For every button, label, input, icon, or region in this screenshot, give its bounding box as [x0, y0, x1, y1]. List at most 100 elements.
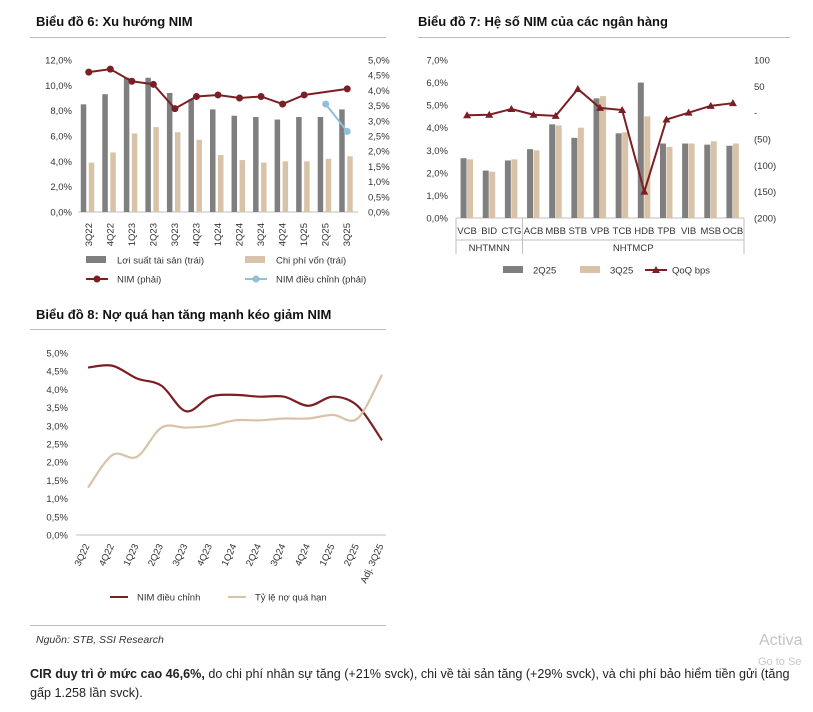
group-label: NHTMCP [613, 243, 654, 254]
chart6-title-rule [30, 37, 386, 38]
x-tick-label: VCB [457, 226, 477, 237]
point-nim [128, 77, 136, 85]
point-nim-dieu-chinh [322, 100, 330, 108]
point-qoq-bps [485, 110, 494, 118]
y-right-tick-label: 3,0% [368, 116, 390, 127]
bar-2q25 [704, 144, 711, 218]
x-tick-label: STB [569, 226, 587, 237]
y-right-tick-label: 4,0% [368, 86, 390, 97]
bar-chi-phi-von [218, 155, 224, 212]
x-tick-label: VIB [681, 226, 696, 237]
bar-3q25 [732, 143, 739, 218]
point-qoq-bps [684, 108, 693, 116]
bar-3q25 [688, 143, 695, 218]
y-right-tick-label: 5,0% [368, 56, 390, 67]
source-rule [30, 625, 386, 626]
point-nim [300, 91, 308, 99]
legend-label: 2Q25 [533, 266, 556, 277]
bar-2q25 [460, 158, 467, 218]
line-nim-dieu-chinh [324, 103, 349, 133]
bar-2q25 [659, 143, 666, 218]
y-tick-label: 1,5% [46, 476, 68, 487]
bar-3q25 [511, 159, 518, 218]
y-left-tick-label: 4,0% [50, 157, 72, 168]
y-right-tick-label: 0,0% [368, 208, 390, 219]
y-right-tick-label: (100) [754, 161, 776, 172]
activate-watermark: Activa [759, 632, 803, 649]
x-tick-label: 3Q24 [256, 223, 267, 246]
y-left-tick-label: 2,0% [426, 168, 448, 179]
point-qoq-bps [618, 106, 627, 114]
point-qoq-bps [640, 187, 649, 195]
bar-loi-suat-tai-san [253, 117, 259, 212]
bar-3q25 [577, 127, 584, 218]
point-qoq-bps [662, 115, 671, 123]
bar-2q25 [527, 149, 534, 218]
x-tick-label: 4Q23 [195, 542, 215, 568]
legend-swatch [245, 256, 265, 263]
bar-2q25 [593, 98, 600, 218]
x-tick-label: 4Q24 [293, 542, 313, 568]
x-tick-label: 3Q22 [84, 223, 95, 246]
legend-swatch [580, 266, 600, 273]
legend-swatch [503, 266, 523, 273]
point-qoq-bps [529, 110, 538, 118]
y-left-tick-label: 10,0% [45, 81, 72, 92]
x-tick-label: 4Q24 [278, 223, 289, 246]
point-nim [257, 92, 265, 100]
y-right-tick-label: 1,0% [368, 177, 390, 188]
bar-2q25 [615, 133, 622, 218]
footnote-text: do chi phí nhân sự tăng (+21% svck), chi… [30, 667, 790, 700]
x-tick-label: 2Q25 [321, 223, 332, 246]
point-qoq-bps [551, 111, 560, 119]
x-tick-label: HDB [634, 226, 654, 237]
x-tick-label: 2Q24 [235, 223, 246, 246]
bar-loi-suat-tai-san [80, 104, 87, 212]
point-qoq-bps [573, 84, 582, 92]
bar-3q25 [555, 125, 562, 218]
x-tick-label: VPB [590, 226, 609, 237]
bar-chi-phi-von [347, 156, 353, 212]
y-tick-label: 5,0% [46, 349, 68, 360]
bar-3q25 [489, 171, 496, 218]
y-left-tick-label: 3,0% [426, 146, 448, 157]
bar-chi-phi-von [88, 162, 95, 212]
bar-2q25 [549, 124, 556, 218]
x-tick-label: 1Q23 [127, 223, 138, 246]
y-right-tick-label: 0,5% [368, 192, 390, 203]
line-qoq-bps [467, 87, 734, 196]
bar-chi-phi-von [153, 127, 159, 212]
bar-3q25 [710, 141, 717, 218]
bar-chi-phi-von [131, 133, 138, 212]
point-nim [236, 94, 244, 102]
bar-loi-suat-tai-san [102, 94, 108, 212]
y-tick-label: 0,5% [46, 512, 68, 523]
x-tick-label: 1Q25 [318, 542, 338, 568]
x-tick-label: 1Q23 [122, 542, 142, 568]
legend-label: QoQ bps [672, 266, 710, 277]
point-qoq-bps [728, 99, 737, 107]
point-qoq-bps [463, 111, 472, 119]
bar-2q25 [571, 137, 578, 218]
bar-loi-suat-tai-san [188, 99, 194, 212]
y-right-tick-label: (200) [754, 214, 776, 225]
bar-3q25 [600, 96, 606, 218]
x-tick-label: 2Q25 [342, 542, 362, 568]
bar-loi-suat-tai-san [231, 115, 238, 212]
x-tick-label: 2Q24 [244, 542, 264, 568]
bar-loi-suat-tai-san [339, 109, 345, 212]
y-right-tick-label: - [754, 108, 757, 119]
legend-label: NIM điều chỉnh [137, 593, 200, 604]
legend-label: Chi phí vốn (trái) [276, 256, 346, 267]
legend-label: NIM (phải) [117, 275, 161, 286]
bar-loi-suat-tai-san [145, 77, 151, 212]
bar-chi-phi-von [282, 161, 289, 212]
bar-2q25 [637, 82, 644, 218]
x-tick-label: ACB [524, 226, 544, 237]
x-tick-label: TPB [657, 226, 675, 237]
bar-loi-suat-tai-san [274, 119, 281, 212]
y-tick-label: 2,0% [46, 458, 68, 469]
y-tick-label: 4,0% [46, 385, 68, 396]
